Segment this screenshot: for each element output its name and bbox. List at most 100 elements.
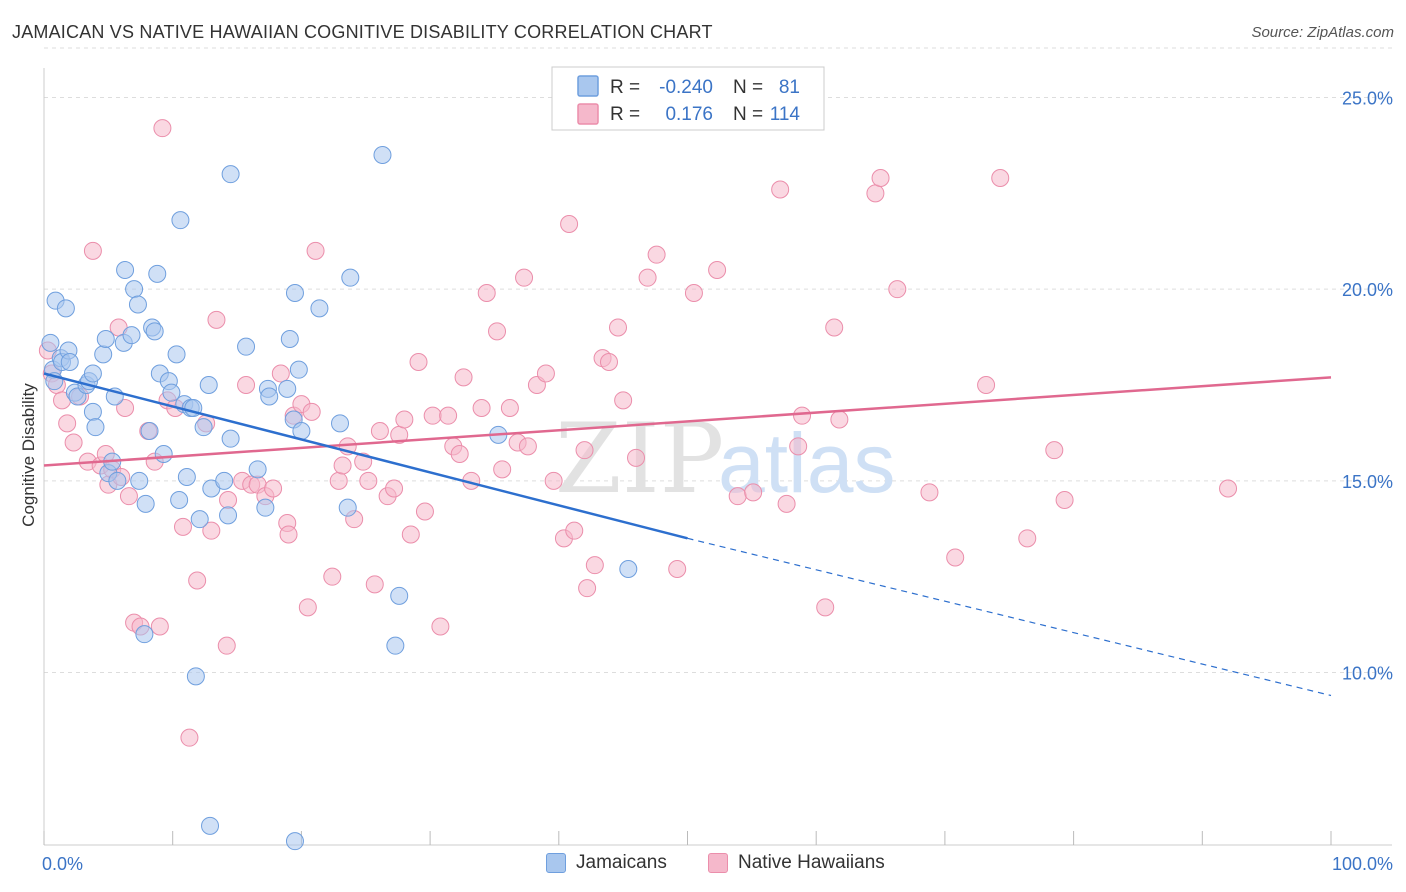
- jamaican-point-17: [96, 330, 115, 348]
- hawaiian-point-107: [871, 169, 890, 187]
- hawaiian-point-85: [578, 579, 597, 598]
- y-tick-label-3: 25.0%: [1342, 89, 1393, 109]
- hawaiian-point-110: [946, 548, 965, 567]
- hawaiian-point-115: [1055, 491, 1074, 509]
- hawaiian-point-55: [370, 422, 389, 440]
- hawaiian-point-60: [401, 525, 420, 544]
- jamaican-point-30: [140, 422, 159, 440]
- hawaiian-point-112: [991, 169, 1010, 187]
- hawaiian-point-72: [488, 322, 507, 341]
- hawaiian-point-89: [609, 318, 628, 337]
- hawaiian-point-48: [329, 471, 348, 490]
- hawaiian-point-76: [515, 268, 534, 287]
- bottom-swatch-jamaicans: [546, 853, 566, 873]
- jamaican-point-53: [221, 429, 240, 448]
- hawaiian-point-46: [306, 241, 325, 260]
- hawaiian-point-61: [409, 353, 428, 371]
- hawaiian-point-4: [58, 414, 77, 433]
- jamaican-point-71: [373, 146, 392, 164]
- hawaiian-point-96: [708, 261, 727, 279]
- jamaican-point-68: [331, 414, 350, 433]
- legend-swatch-jamaicans: [577, 75, 599, 97]
- jamaican-point-42: [177, 468, 196, 486]
- jamaican-point-51: [215, 471, 234, 490]
- legend-swatch-hawaiians: [577, 103, 599, 125]
- hawaiian-point-114: [1045, 441, 1064, 460]
- jamaican-point-75: [619, 560, 638, 578]
- hawaiian-point-59: [395, 410, 414, 429]
- bottom-legend-jamaicans: Jamaicans: [546, 852, 667, 874]
- hawaiian-trend-line: [43, 376, 1332, 467]
- jamaican-point-25: [125, 280, 144, 299]
- jamaican-point-13: [83, 364, 102, 383]
- jamaican-point-29: [136, 494, 155, 513]
- jamaican-point-65: [289, 360, 308, 379]
- y-axis-label: Cognitive Disability: [19, 383, 38, 527]
- legend-n-label-2: N =: [733, 104, 763, 125]
- jamaican-point-40: [171, 211, 190, 230]
- hawaiian-point-5: [64, 433, 83, 452]
- bottom-legend-hawaiians: Native Hawaiians: [708, 852, 885, 874]
- jamaican-point-32: [145, 322, 164, 341]
- hawaiian-point-83: [565, 521, 584, 540]
- hawaiian-point-63: [423, 406, 442, 425]
- hawaiian-point-108: [888, 280, 907, 299]
- jamaican-point-33: [148, 264, 167, 283]
- hawaiian-point-86: [585, 556, 604, 575]
- hawaiian-point-77: [518, 437, 537, 456]
- bottom-legend-label-jamaicans: Jamaicans: [576, 852, 667, 873]
- jamaican-point-28: [135, 625, 154, 644]
- hawaiian-point-100: [777, 494, 796, 513]
- jamaican-point-27: [130, 471, 149, 490]
- jamaican-point-37: [162, 383, 181, 402]
- hawaiian-point-95: [684, 284, 703, 302]
- hawaiian-point-106: [866, 184, 885, 203]
- jamaican-point-61: [280, 330, 299, 348]
- x-tick-labels: 0.0% 100.0%: [42, 854, 1393, 874]
- jamaican-point-26: [128, 295, 147, 314]
- y-tick-label-2: 20.0%: [1342, 280, 1393, 300]
- jamaican-point-59: [260, 387, 279, 406]
- gridlines: [44, 47, 1392, 673]
- jamaican-trend-extension: [687, 537, 1332, 697]
- y-tick-labels: 10.0% 15.0% 20.0% 25.0%: [1342, 89, 1393, 684]
- hawaiian-point-97: [728, 487, 747, 506]
- jamaican-point-52: [219, 506, 238, 525]
- y-tick-label-0: 10.0%: [1342, 664, 1393, 684]
- hawaiian-point-91: [627, 448, 646, 467]
- jamaican-point-72: [386, 636, 405, 655]
- hawaiian-point-84: [575, 441, 594, 460]
- legend-r-value-1: -0.240: [659, 77, 713, 98]
- jamaican-point-45: [186, 667, 205, 686]
- jamaican-point-57: [256, 498, 275, 517]
- hawaiian-point-103: [816, 598, 835, 617]
- hawaiian-point-54: [365, 575, 384, 594]
- hawaiian-point-73: [493, 460, 512, 479]
- hawaiian-point-93: [647, 245, 666, 264]
- hawaiian-point-39: [271, 364, 290, 383]
- legend-r-label-1: R =: [610, 77, 640, 98]
- jamaican-point-56: [248, 460, 267, 479]
- jamaican-trend-line: [43, 372, 688, 540]
- trend-lines: [43, 372, 1332, 697]
- hawaiian-point-57: [385, 479, 404, 498]
- hawaiian-point-30: [207, 310, 226, 329]
- jamaican-point-6: [56, 299, 75, 318]
- hawaiian-point-101: [789, 437, 808, 456]
- jamaican-point-46: [190, 510, 209, 529]
- legend-r-value-2: 0.176: [665, 104, 713, 125]
- axes: [43, 68, 1392, 846]
- hawaiian-point-47: [323, 567, 342, 586]
- jamaican-point-64: [285, 832, 304, 851]
- jamaican-point-73: [390, 586, 409, 605]
- hawaiian-point-25: [173, 517, 192, 536]
- x-tick-label-1: 100.0%: [1332, 854, 1393, 874]
- jamaican-point-0: [41, 333, 60, 352]
- hawaiian-point-16: [119, 487, 138, 506]
- hawaiian-point-109: [920, 483, 939, 502]
- hawaiian-point-44: [298, 598, 317, 617]
- chart-title: JAMAICAN VS NATIVE HAWAIIAN COGNITIVE DI…: [12, 22, 713, 42]
- jamaican-point-63: [285, 284, 304, 302]
- jamaican-point-35: [154, 445, 173, 463]
